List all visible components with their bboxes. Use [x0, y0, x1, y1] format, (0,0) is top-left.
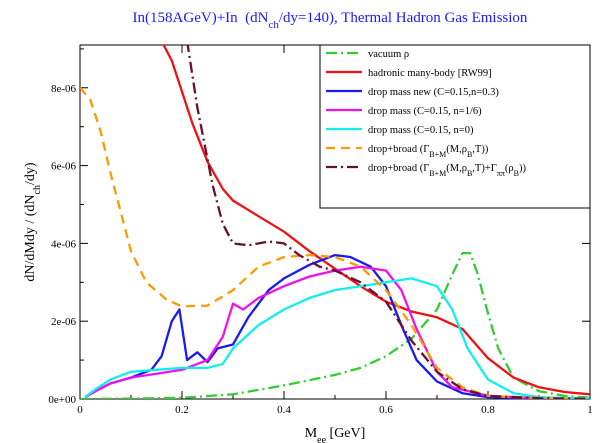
series-line-3 — [84, 265, 590, 399]
x-tick-label: 0.8 — [481, 404, 495, 416]
chart-title: In(158AGeV)+In (dNch/dy=140), Thermal Ha… — [133, 10, 528, 31]
y-axis-label: dN/dMdy / (dNch/dy) — [23, 162, 43, 281]
y-tick-label: 0e+00 — [48, 394, 76, 406]
series-line-1 — [162, 45, 590, 396]
legend-label-drop-mass-new: drop mass new (C=0.15,n=0.3) — [368, 87, 499, 98]
legend-label-drop-broad: drop+broad (ΓB+M(M,ρB,T)) — [368, 144, 489, 159]
x-axis-label: Mee [GeV] — [305, 426, 366, 443]
legend-label-vacuum-rho: vacuum ρ — [368, 49, 409, 60]
y-tick-label: 8e-06 — [51, 83, 77, 95]
x-tick-label: 0.2 — [175, 404, 189, 416]
legend-label-hadronic: hadronic many-body [RW99] — [368, 68, 492, 79]
x-tick-label: 1 — [587, 404, 593, 416]
x-tick-label: 0 — [77, 404, 83, 416]
legend: vacuum ρ hadronic many-body [RW99] drop … — [319, 44, 591, 209]
series-lines — [80, 45, 590, 399]
y-tick-label: 6e-06 — [51, 161, 77, 173]
legend-label-drop-mass-zero: drop mass (C=0.15, n=0) — [368, 125, 474, 136]
series-line-2 — [84, 253, 590, 399]
series-line-4 — [84, 277, 590, 399]
series-line-6 — [186, 45, 590, 399]
x-tick-label: 0.6 — [379, 404, 393, 416]
legend-box — [319, 44, 591, 209]
series-line-0 — [80, 251, 590, 399]
y-tick-label: 2e-06 — [51, 316, 77, 328]
y-tick-label: 4e-06 — [51, 238, 77, 250]
legend-label-drop-mass-sixth: drop mass (C=0.15, n=1/6) — [368, 106, 482, 117]
legend-label-drop-broad-pipi: drop+broad (ΓB+M(M,ρB,T)+Γππ(ρB)) — [368, 163, 526, 178]
x-tick-label: 0.4 — [277, 404, 291, 416]
